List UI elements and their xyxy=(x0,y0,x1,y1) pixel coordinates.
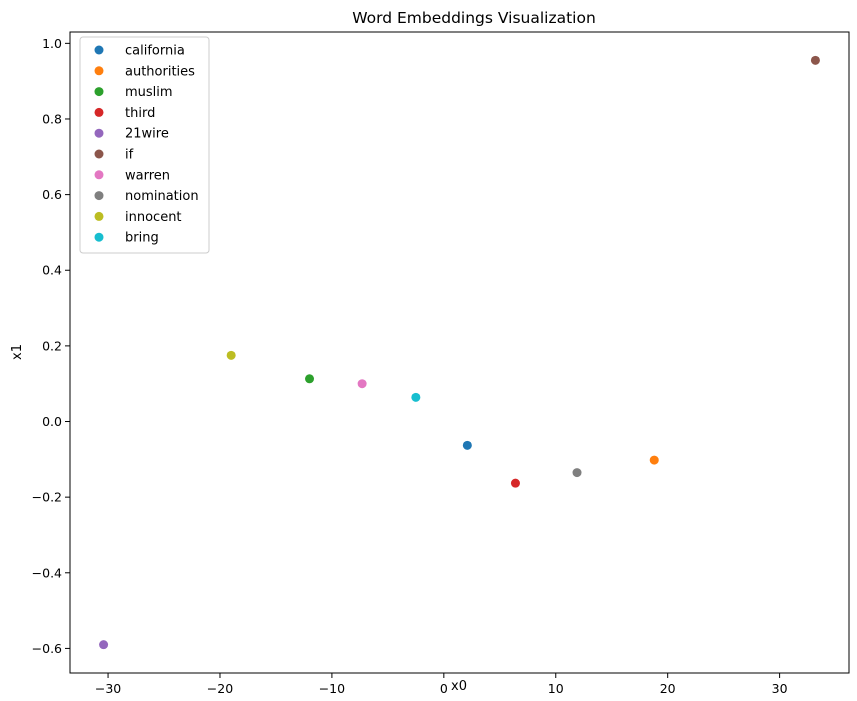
legend-marker-21wire xyxy=(94,128,104,138)
y-tick-label: −0.4 xyxy=(32,565,62,580)
legend-marker-bring xyxy=(94,232,104,242)
y-tick-label: 0.4 xyxy=(42,263,62,278)
legend-marker-authorities xyxy=(94,66,104,76)
legend: california authorities muslim third 21wire if… xyxy=(79,36,210,254)
plot-frame xyxy=(69,31,850,674)
legend-label-innocent: innocent xyxy=(125,210,182,225)
legend-marker-if xyxy=(94,149,104,159)
x-tick-label: 30 xyxy=(772,681,788,696)
x-tick-label: 0 xyxy=(440,681,448,696)
point-if xyxy=(810,55,820,65)
point-muslim xyxy=(305,374,315,384)
legend-label-authorities: authorities xyxy=(125,64,195,79)
point-nomination xyxy=(572,468,582,478)
chart-title: Word Embeddings Visualization xyxy=(352,9,596,27)
point-bring xyxy=(411,392,421,402)
legend-label-warren: warren xyxy=(125,168,170,183)
legend-marker-warren xyxy=(94,170,104,180)
x-tick-label: 10 xyxy=(548,681,564,696)
legend-label-bring: bring xyxy=(125,231,159,246)
x-tick-label: −30 xyxy=(95,681,121,696)
legend-label-muslim: muslim xyxy=(125,85,173,100)
point-warren xyxy=(357,379,367,389)
point-third xyxy=(510,478,520,488)
legend-marker-nomination xyxy=(94,191,104,201)
y-tick-label: 0.6 xyxy=(42,187,62,202)
x-tick-label: −10 xyxy=(319,681,345,696)
legend-label-california: california xyxy=(125,44,185,59)
y-tick-label: 1.0 xyxy=(42,36,62,51)
legend-label-third: third xyxy=(125,106,155,121)
legend-box xyxy=(79,36,210,254)
data-points xyxy=(99,55,820,650)
y-tick-label: 0.2 xyxy=(42,338,62,353)
point-authorities xyxy=(649,455,659,465)
legend-marker-innocent xyxy=(94,211,104,221)
legend-label-nomination: nomination xyxy=(125,189,199,204)
x-tick-label: −20 xyxy=(207,681,233,696)
y-tick-label: −0.6 xyxy=(32,641,62,656)
legend-label-21wire: 21wire xyxy=(125,127,169,142)
legend-marker-muslim xyxy=(94,87,104,97)
legend-marker-california xyxy=(94,45,104,55)
y-axis-label: x1 xyxy=(10,344,25,360)
legend-marker-third xyxy=(94,107,104,117)
y-tick-label: −0.2 xyxy=(32,490,62,505)
legend-label-if: if xyxy=(125,148,134,163)
x-axis-ticks: −30 −20 −10 0 10 20 30 xyxy=(95,673,788,696)
y-tick-label: 0.0 xyxy=(42,414,62,429)
x-tick-label: 20 xyxy=(660,681,676,696)
x-axis-label: x0 xyxy=(451,679,467,694)
legend-items: california authorities muslim third 21wire if… xyxy=(94,44,199,246)
point-california xyxy=(462,440,472,450)
y-tick-label: 0.8 xyxy=(42,111,62,126)
point-innocent xyxy=(226,350,236,360)
point-21wire xyxy=(99,640,109,650)
plot-area: −30 −20 −10 0 10 20 30 −0.6 −0.4 −0.2 0.0 0.2 0.4 0.… xyxy=(32,31,850,696)
y-axis-ticks: −0.6 −0.4 −0.2 0.0 0.2 0.4 0.6 0.8 1.0 xyxy=(32,36,70,656)
